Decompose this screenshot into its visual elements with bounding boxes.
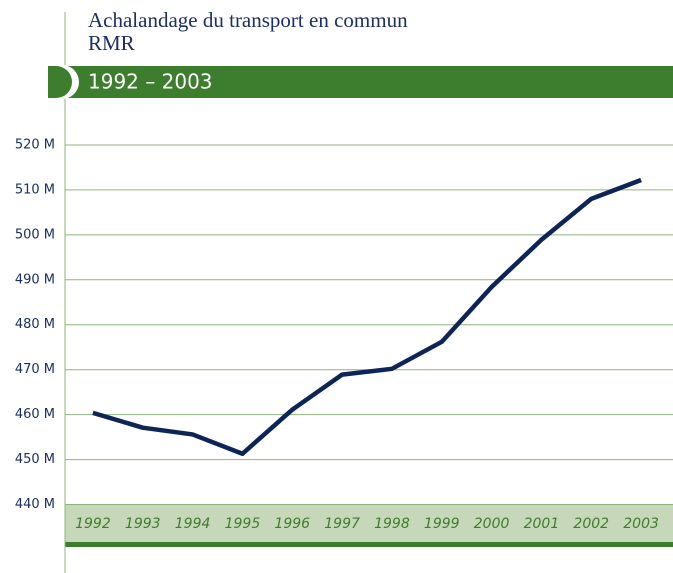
x-tick-label: 2001 (524, 516, 560, 532)
x-tick-label: 1998 (374, 516, 410, 532)
x-axis-line (65, 542, 673, 547)
band-edge (40, 66, 48, 98)
y-tick-label: 500 M (15, 227, 55, 242)
x-tick-label: 1999 (424, 516, 460, 532)
y-tick-label: 520 M (15, 137, 55, 152)
x-tick-label: 2002 (573, 516, 609, 532)
x-tick-label: 2000 (474, 516, 510, 532)
y-tick-label: 440 M (15, 497, 55, 512)
x-tick-label: 1992 (75, 516, 111, 532)
y-tick-label: 490 M (15, 272, 55, 287)
x-tick-label: 1994 (175, 516, 211, 532)
x-tick-label: 1993 (125, 516, 161, 532)
line (92, 177, 642, 457)
y-tick-label: 510 M (15, 182, 55, 197)
y-tick-label: 470 M (15, 362, 55, 377)
x-tick-label: 1996 (274, 516, 310, 532)
subtitle-band (45, 66, 673, 98)
y-tick-label: 460 M (15, 407, 55, 422)
y-tick-label: 450 M (15, 452, 55, 467)
x-tick-label: 1997 (324, 516, 360, 532)
x-tick-label: 1995 (225, 516, 261, 532)
chart-title: RMR (88, 31, 135, 55)
chart-title: Achalandage du transport en commun (88, 8, 408, 32)
x-axis-band (65, 505, 673, 545)
x-tick-label: 2003 (623, 516, 659, 532)
y-tick-label: 480 M (15, 317, 55, 332)
chart-subtitle: 1992 – 2003 (88, 70, 213, 94)
